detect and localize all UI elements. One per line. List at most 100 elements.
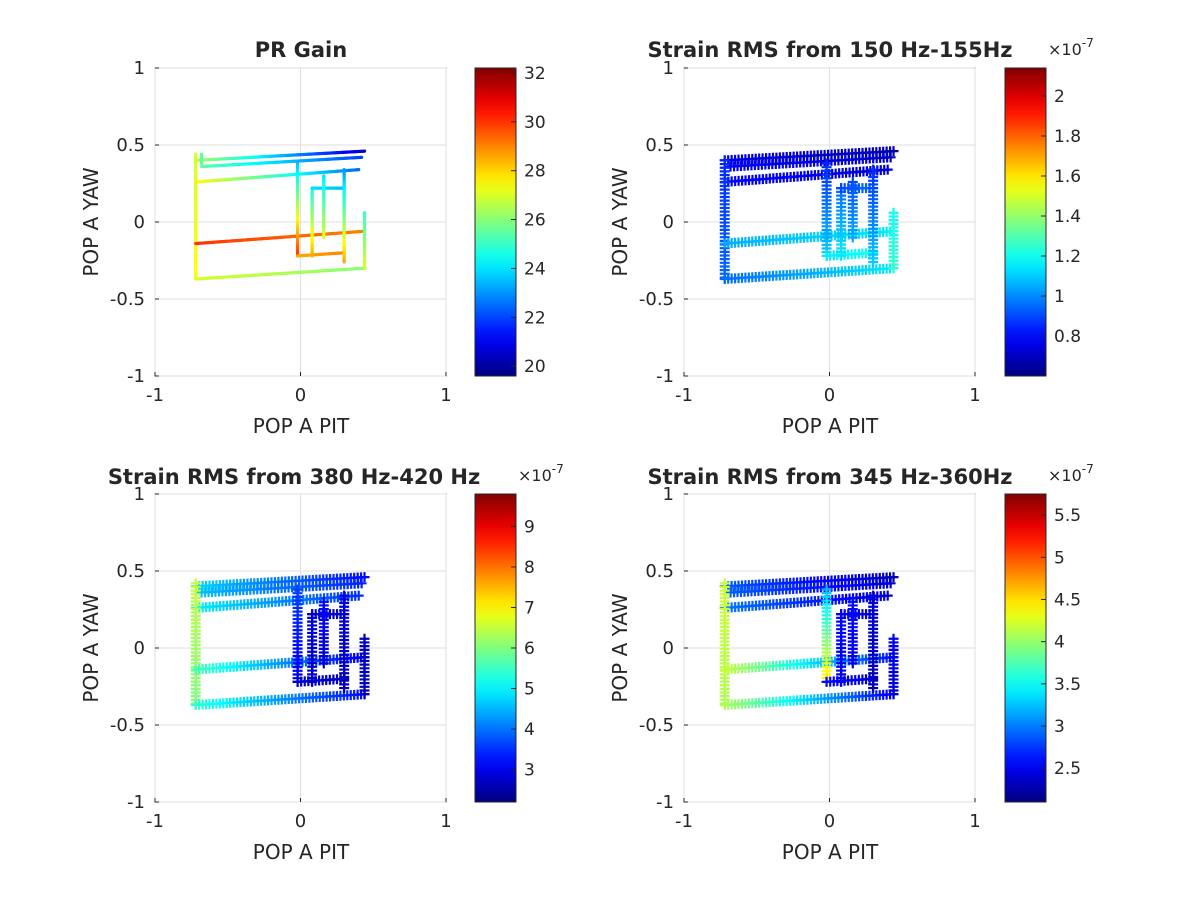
- data-point: [882, 164, 893, 175]
- data-point: [362, 266, 367, 270]
- colorbar-gradient: [475, 68, 516, 376]
- y-tick-label: -1: [656, 366, 674, 387]
- colorbar-tick-label: 1.8: [1054, 127, 1081, 147]
- data-marks: [194, 149, 367, 281]
- data-point: [353, 590, 364, 601]
- data-marks: [719, 572, 899, 710]
- colorbar-tick-label: 0.8: [1054, 327, 1081, 347]
- data-point: [322, 235, 326, 239]
- x-tick-label: -1: [146, 811, 164, 832]
- panel-title: Strain RMS from 345 Hz-360Hz: [647, 465, 1012, 489]
- data-point: [836, 676, 847, 687]
- data-point: [868, 683, 879, 694]
- y-tick-label: -1: [127, 792, 145, 813]
- y-tick-label: 0.5: [645, 561, 674, 582]
- x-tick-label: 1: [969, 811, 980, 832]
- y-tick-label: 1: [663, 484, 674, 505]
- x-axis-label: POP A PIT: [782, 840, 879, 864]
- x-axis-label: POP A PIT: [782, 414, 879, 438]
- y-tick-label: -0.5: [110, 715, 145, 736]
- colorbar-tick-label: 3.5: [1054, 675, 1081, 695]
- colorbar-tick-label: 7: [524, 598, 535, 618]
- x-tick-label: 1: [440, 385, 451, 406]
- data-point: [359, 689, 370, 700]
- colorbar-tick-label: 24: [524, 259, 546, 279]
- data-point: [888, 689, 899, 700]
- data-point: [882, 590, 893, 601]
- data-point: [888, 263, 899, 274]
- x-tick-label: 1: [969, 385, 980, 406]
- y-tick-label: -0.5: [639, 289, 674, 310]
- colorbar-tick-label: 30: [524, 113, 546, 133]
- y-tick-label: 0: [663, 638, 674, 659]
- colorbar-tick-label: 22: [524, 308, 546, 328]
- colorbar-gradient: [1005, 68, 1046, 376]
- data-point: [310, 254, 314, 258]
- y-axis-label: POP A YAW: [608, 593, 632, 703]
- data-point: [885, 578, 896, 589]
- colorbar-tick-label: 3: [1054, 717, 1065, 737]
- panel-strain-rms-345-360: Strain RMS from 345 Hz-360Hz POP A PIT P…: [608, 462, 1094, 864]
- x-axis-label: POP A PIT: [253, 414, 350, 438]
- panel-strain-rms-150-155: Strain RMS from 150 Hz-155Hz POP A PIT P…: [608, 36, 1094, 438]
- y-tick-label: 0: [663, 212, 674, 233]
- y-axis-label: POP A YAW: [79, 167, 103, 277]
- colorbar-gradient: [1005, 494, 1046, 802]
- data-point: [868, 257, 879, 268]
- x-tick-label: 0: [295, 385, 306, 406]
- panel-pr-gain: PR Gain POP A PIT POP A YAW -1 0 1 1 0.5 0 -0.…: [79, 38, 546, 438]
- data-point: [359, 572, 370, 583]
- x-tick-label: -1: [675, 811, 693, 832]
- colorbar-tick-label: 2.5: [1054, 759, 1081, 779]
- colorbar-tick-label: 28: [524, 162, 546, 182]
- y-tick-label: 1: [134, 484, 145, 505]
- x-tick-label: 0: [824, 811, 835, 832]
- y-tick-label: 0.5: [116, 135, 145, 156]
- y-tick-label: 0.5: [116, 561, 145, 582]
- y-tick-label: 1: [134, 58, 145, 79]
- data-point: [339, 683, 350, 694]
- data-point: [342, 260, 346, 264]
- x-tick-label: 0: [295, 811, 306, 832]
- data-point: [847, 232, 858, 243]
- panel-title: Strain RMS from 380 Hz-420 Hz: [108, 465, 480, 489]
- panel-title: PR Gain: [255, 38, 347, 62]
- data-point: [362, 149, 367, 153]
- x-tick-label: -1: [146, 385, 164, 406]
- panel-strain-rms-380-420: Strain RMS from 380 Hz-420 Hz POP A PIT …: [79, 462, 564, 864]
- data-marks: [190, 572, 370, 710]
- x-tick-label: -1: [675, 385, 693, 406]
- data-point: [307, 676, 318, 687]
- colorbar-tick-label: 32: [524, 64, 546, 84]
- colorbar-tick-label: 4.5: [1054, 590, 1081, 610]
- data-point: [356, 578, 367, 589]
- colorbar-tick-label: 8: [524, 558, 535, 578]
- y-tick-label: -1: [656, 792, 674, 813]
- colorbar-gradient: [475, 494, 516, 802]
- data-marks: [719, 146, 899, 284]
- x-tick-label: 1: [440, 811, 451, 832]
- data-point: [360, 155, 364, 159]
- data-point: [888, 572, 899, 583]
- colorbar-tick-label: 1: [1054, 287, 1065, 307]
- y-tick-label: 1: [663, 58, 674, 79]
- colorbar-frame: [1004, 493, 1047, 803]
- data-point: [885, 152, 896, 163]
- data-point: [199, 161, 204, 166]
- colorbar-tick-label: 3: [524, 761, 535, 781]
- colorbar-tick-label: 1.2: [1054, 247, 1081, 267]
- colorbar-tick-label: 9: [524, 517, 535, 537]
- colorbar-tick-label: 5.5: [1054, 506, 1081, 526]
- x-axis-label: POP A PIT: [253, 840, 350, 864]
- data-point: [847, 658, 858, 669]
- y-tick-label: 0: [134, 212, 145, 233]
- colorbar-tick-label: 1.4: [1054, 207, 1081, 227]
- data-point: [357, 168, 361, 172]
- y-tick-label: -1: [127, 366, 145, 387]
- y-axis-label: POP A YAW: [608, 167, 632, 277]
- y-axis-label: POP A YAW: [79, 593, 103, 703]
- x-tick-label: 0: [824, 385, 835, 406]
- y-tick-label: 0.5: [645, 135, 674, 156]
- colorbar-tick-label: 4: [524, 720, 535, 740]
